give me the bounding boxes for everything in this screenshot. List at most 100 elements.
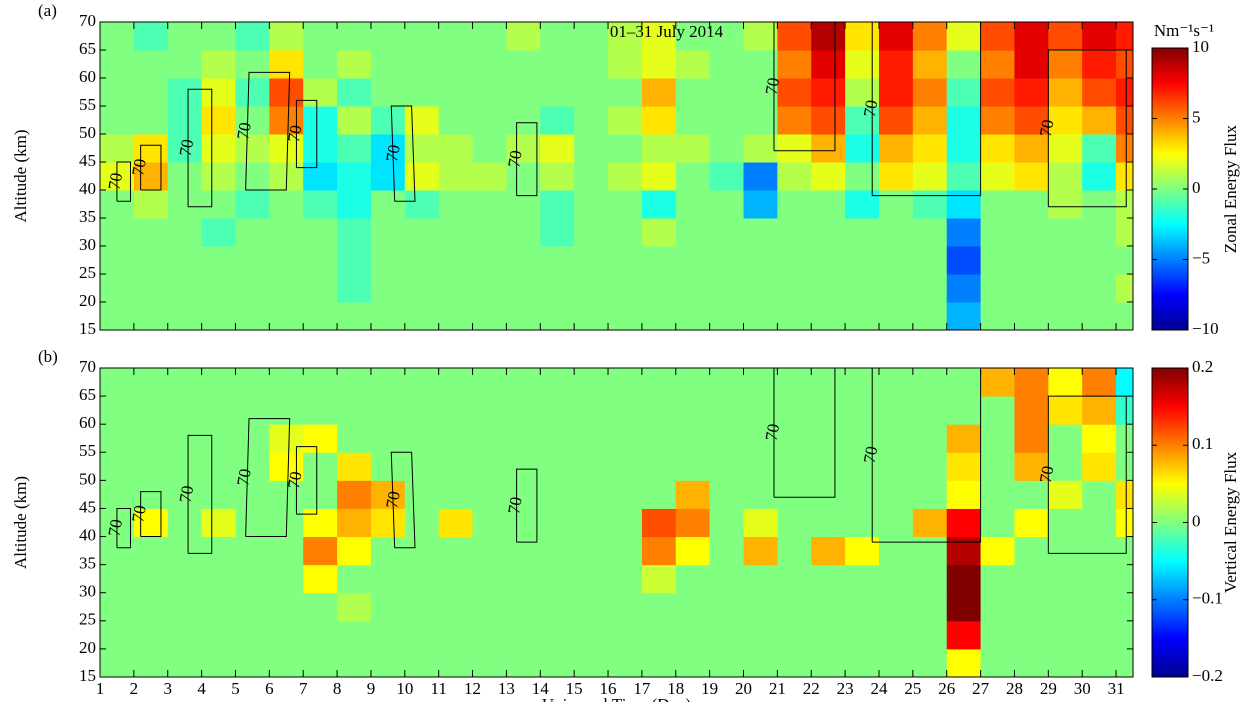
contour-label: 70 — [382, 490, 404, 510]
heat-cell — [133, 274, 169, 303]
heat-cell — [709, 620, 745, 650]
heat-cell — [912, 274, 948, 303]
heat-cell — [878, 302, 914, 331]
heat-cell — [337, 274, 372, 303]
heat-cell — [641, 134, 677, 163]
heat-cell — [506, 246, 541, 275]
heat-cell — [370, 162, 406, 191]
heat-cell — [574, 106, 609, 135]
heat-cell — [269, 564, 304, 594]
contour-label: 70 — [128, 157, 150, 177]
heat-cell — [980, 50, 1015, 79]
heat-cell — [1082, 648, 1117, 678]
heat-cell — [777, 564, 812, 594]
heat-cell — [811, 274, 846, 303]
heat-cell — [709, 564, 745, 594]
heat-cell — [574, 50, 609, 79]
heat-cell — [1014, 50, 1049, 79]
heat-cell — [878, 246, 914, 275]
heat-cell — [912, 480, 948, 509]
heat-cell — [337, 536, 372, 566]
heat-cell — [1048, 508, 1083, 538]
heat-cell — [1116, 50, 1134, 79]
heat-cell — [133, 508, 169, 538]
heat-cell — [235, 106, 270, 135]
heat-cell — [845, 480, 880, 509]
heat-cell — [608, 302, 643, 331]
heat-cell — [1082, 218, 1117, 247]
heat-cell — [1014, 274, 1049, 303]
contour-label: 70 — [284, 470, 306, 490]
heat-cell — [337, 592, 372, 622]
heat-cell — [1082, 302, 1117, 331]
heat-cell — [235, 424, 270, 453]
heat-cell — [608, 368, 643, 397]
x-tick-label: 19 — [701, 679, 718, 698]
y-tick-label: 60 — [79, 67, 96, 86]
colorbar-tick-label: −5 — [1192, 248, 1210, 267]
heat-cell — [709, 368, 745, 397]
heat-cell — [946, 620, 982, 650]
heat-cell — [235, 246, 270, 275]
heat-cell — [608, 592, 643, 622]
heat-cell — [337, 246, 372, 275]
heat-cell — [675, 50, 711, 79]
heat-cell — [912, 246, 948, 275]
heat-cell — [811, 368, 846, 397]
heat-cell — [269, 190, 304, 219]
heat-cell — [743, 274, 778, 303]
heat-cell — [574, 452, 609, 481]
heat-cell — [438, 368, 474, 397]
heat-cell — [540, 50, 575, 79]
heat-cell — [133, 368, 169, 397]
heat-cell — [167, 302, 203, 331]
y-tick-label: 20 — [79, 638, 96, 657]
heat-cell — [1048, 302, 1083, 331]
heat-cell — [472, 452, 507, 481]
heat-cell — [709, 134, 745, 163]
heat-cell — [133, 536, 169, 566]
colorbar — [1151, 367, 1189, 678]
heat-cell — [1048, 50, 1083, 79]
heat-cell — [438, 78, 474, 107]
heat-cell — [1014, 620, 1049, 650]
heat-cell — [235, 480, 270, 509]
heat-cell — [506, 78, 541, 107]
heat-cell — [675, 274, 711, 303]
heat-cell — [438, 22, 474, 51]
heat-cell — [1048, 274, 1083, 303]
heat-cell — [370, 368, 406, 397]
x-tick-label: 26 — [938, 679, 955, 698]
colorbar-units: Nm⁻¹s⁻¹ — [1154, 21, 1214, 40]
heat-cell — [675, 78, 711, 107]
heat-cell — [404, 274, 440, 303]
heat-cell — [472, 50, 507, 79]
heat-cell — [878, 480, 914, 509]
heat-cell — [845, 78, 880, 107]
heat-cell — [303, 246, 338, 275]
plot-frame — [99, 21, 1134, 331]
heat-cell — [1082, 190, 1117, 219]
heat-cell — [574, 620, 609, 650]
heat-cell — [201, 302, 236, 331]
heat-cell — [472, 302, 507, 331]
heat-cell — [709, 480, 745, 509]
heat-cell — [811, 218, 846, 247]
heat-cell — [946, 274, 982, 303]
contour-label: 70 — [382, 143, 404, 163]
heat-cell — [303, 190, 338, 219]
heat-cell — [404, 78, 440, 107]
heat-cell — [709, 592, 745, 622]
x-tick-label: 15 — [566, 679, 583, 698]
colorbar-label: Zonal Energy Flux — [1221, 124, 1240, 253]
heat-cell — [946, 302, 982, 331]
heat-cell — [1048, 592, 1083, 622]
heat-cell — [1116, 162, 1134, 191]
heat-cell — [878, 452, 914, 481]
heat-cell — [506, 508, 541, 538]
heat-cell — [370, 134, 406, 163]
heat-cell — [980, 22, 1015, 51]
heat-cell — [404, 368, 440, 397]
heat-cell — [235, 564, 270, 594]
heat-cell — [100, 246, 135, 275]
